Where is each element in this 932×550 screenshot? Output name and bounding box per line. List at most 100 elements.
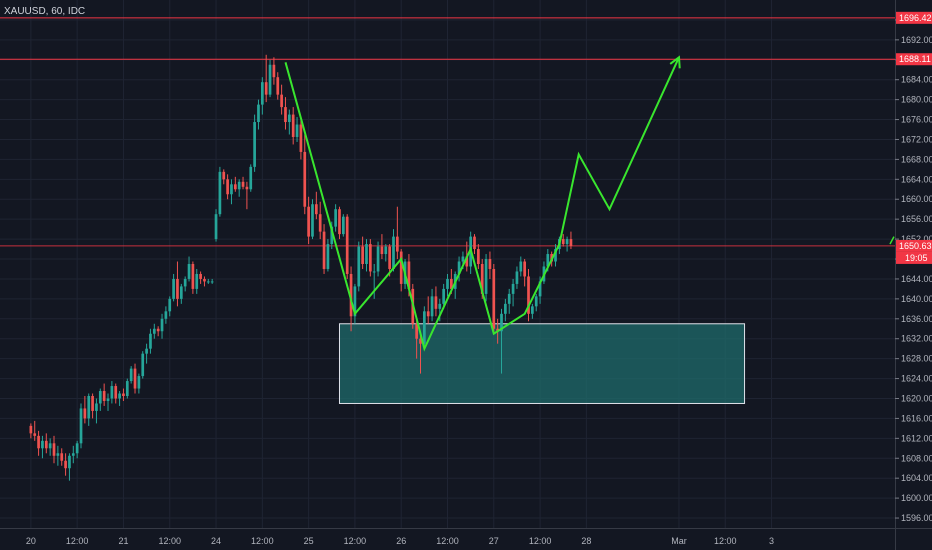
candle-body [534,296,538,307]
candle-body [160,318,164,332]
current-price-tag [896,239,932,252]
candle-body [176,278,179,299]
candle [434,286,438,317]
candle-body [233,184,237,190]
candle [56,445,60,466]
candle [253,114,256,172]
candle [318,201,322,240]
candle [272,57,276,85]
candle [199,271,202,284]
candle [303,134,307,215]
candle-body [461,256,465,262]
x-tick-label: 3 [769,536,774,546]
candle-body [272,64,276,78]
candle-body [446,278,449,289]
candle-body [303,151,307,207]
candle-body [191,264,195,289]
x-tick-label: Mar [671,536,687,546]
candle [41,435,44,459]
candle-body [253,122,256,167]
candle [226,174,229,200]
x-tick-label: 27 [489,536,499,546]
candle [125,378,129,399]
candle-body [129,368,133,382]
candle-body [407,261,411,289]
candle [484,254,488,302]
candle [515,266,519,289]
candle [233,176,237,192]
candle [554,244,557,267]
candle-body [496,328,500,332]
candle [430,288,434,322]
y-tick-label: 1632.00 [901,334,932,344]
candle-body [419,338,422,344]
candle-body [145,348,148,354]
candle-body [152,328,156,334]
candle-body [334,209,337,227]
candle-body [48,443,52,449]
candle-body [260,82,264,105]
time-axis[interactable]: 20 12:00 21 12:00 24 12:00 25 12:00 26 12:00 27 12:… [0,528,932,547]
candle [442,283,445,309]
candle-body [33,433,37,436]
candle-body [222,171,226,180]
candle-body [195,273,199,289]
candle-body [156,328,160,332]
x-tick-label: 25 [304,536,314,546]
y-tick-label: 1640.00 [901,294,932,304]
candle-body [473,236,476,250]
candle [37,430,40,456]
candle-body [527,276,530,314]
price-axis[interactable]: 1596.00 1600.00 1604.00 1608.00 1612.00 1616.… [895,0,932,550]
candle-body [91,396,94,411]
candle-body [60,453,64,461]
level-tag [896,53,932,66]
candle-body [434,296,438,309]
candles [29,54,573,481]
candle-body [291,114,295,137]
candle [276,72,280,100]
candle [44,433,48,454]
grid [0,0,895,528]
candle [357,241,361,292]
candle-body [546,254,550,267]
candle [168,296,172,317]
candle [264,54,268,103]
candle-body [488,259,492,269]
candle-body [276,77,280,95]
candle-body [426,311,430,317]
x-tick-label: 20 [26,536,36,546]
candle-body [376,246,380,272]
candle [569,231,573,250]
candle [372,264,376,299]
candle-body [457,261,461,274]
candle-body [98,391,102,404]
candle-body [141,353,145,377]
candle [156,326,160,337]
candle [284,97,287,130]
candle [79,403,83,449]
zigzag-axis-marker [889,236,895,245]
candle [341,214,345,237]
candle [446,273,449,297]
candle [222,169,226,185]
candle-body [37,435,40,449]
candle-body [565,239,569,245]
candle [75,440,79,459]
candle-body [357,246,361,287]
y-tick-label: 1612.00 [901,433,932,443]
y-tick-label: 1672.00 [901,134,932,144]
y-tick-label: 1644.00 [901,274,932,284]
candle [365,239,368,272]
arrow-head [669,55,681,69]
candle-body [380,246,384,255]
candle-body [465,256,469,267]
candle-body [561,239,565,245]
candle-body [330,226,334,245]
y-tick-label: 1692.00 [901,35,932,45]
support-zone-rect [338,323,746,404]
candle [152,323,156,339]
candle-body [230,184,233,195]
candle [114,383,118,404]
x-tick-label: 21 [118,536,128,546]
